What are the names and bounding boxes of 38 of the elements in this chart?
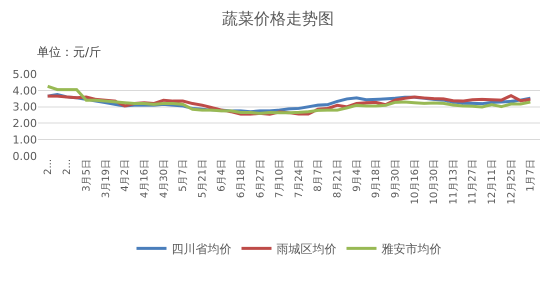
y-tick-label: 2.00 (12, 117, 37, 130)
legend-label: 雨城区均价 (276, 242, 336, 256)
y-tick-label: 3.00 (12, 100, 37, 114)
legend-label: 四川省均价 (172, 242, 232, 256)
x-tick-label: 10月30日 (429, 159, 440, 204)
y-tick-label: 0.00 (12, 150, 37, 163)
y-tick-label: 5.00 (12, 68, 37, 81)
x-tick-label: 5月21日 (197, 159, 208, 198)
chart-title: 蔬菜价格走势图 (222, 8, 334, 28)
y-tick-label: 4.00 (12, 84, 37, 98)
x-tick-label: 3月5日 (82, 159, 93, 192)
x-tick-label: 1月7日 (526, 159, 537, 192)
x-tick-label: 7月10日 (274, 159, 286, 198)
x-tick-label: 4月2日 (120, 159, 132, 192)
x-tick-label: 5月7日 (178, 159, 190, 192)
line-series (46, 84, 532, 115)
x-tick-label: 9月18日 (371, 159, 382, 198)
x-tick-label: 12月25日 (506, 159, 518, 204)
x-tick-label: 12月11日 (486, 159, 498, 204)
x-tick-label: 8月7日 (313, 159, 324, 192)
x-tick-label: 11月27日 (468, 159, 479, 204)
x-tick-label: 6月18日 (236, 159, 247, 198)
x-tick-label: 2... (62, 159, 74, 175)
x-tick-label: 6月4日 (216, 159, 228, 192)
text: 单位：元/斤 (37, 45, 102, 59)
x-tick-label: 7月24日 (294, 159, 305, 198)
x-tick-label: 4月16日 (139, 159, 150, 198)
x-tick-label: 8月21日 (332, 159, 344, 198)
x-tick-label: 2... (42, 159, 54, 175)
y-tick-label: 1.00 (12, 133, 37, 146)
x-tick-label: 4月30日 (158, 159, 170, 198)
x-tick-label: 3月19日 (100, 159, 112, 198)
x-tick-label: 9月30日 (390, 159, 402, 198)
x-tick-label: 10月16日 (410, 159, 421, 204)
x-tick-label: 11月13日 (448, 159, 460, 204)
legend-label: 雅安市均价 (382, 242, 442, 256)
x-tick-label: 6月27日 (255, 159, 266, 198)
x-tick-label: 9月4日 (352, 159, 363, 192)
